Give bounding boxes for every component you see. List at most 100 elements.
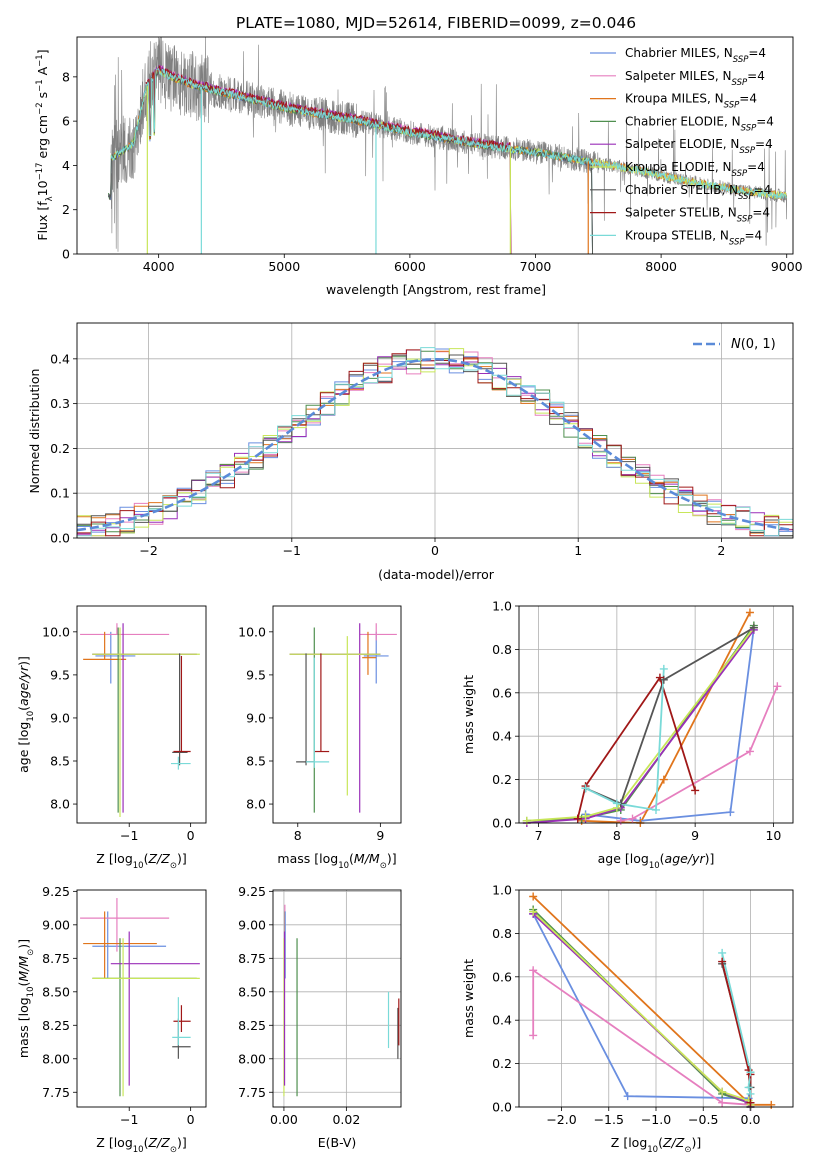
y-tick-label: 1.0 — [492, 883, 512, 898]
normal-curve — [77, 358, 791, 532]
y-tick-label: 9.25 — [42, 884, 70, 899]
y-tick-label: 7.75 — [42, 1085, 70, 1100]
y-axis-label: mass weight — [461, 675, 476, 754]
x-axis-label: Z [log10(Z/Z⊙)] — [96, 1135, 186, 1155]
weight-marker — [773, 682, 782, 691]
x-axis-label: E(B-V) — [318, 1135, 357, 1150]
x-tick-label: 1 — [574, 543, 582, 558]
legend-label: Salpeter ELODIE, NSSP=4 — [625, 137, 773, 156]
axes-frame — [518, 605, 794, 824]
chart-weight-vs-age: 7 8 9 10 0.0 0.2 0.4 0.6 0.8 1.0 age [log10(age/yr… — [461, 599, 794, 871]
model-spectrum-line — [110, 68, 787, 200]
y-tick-label: 0.8 — [492, 642, 512, 657]
axes-frame — [76, 605, 207, 824]
y-tick-label: 0 — [62, 247, 70, 262]
y-tick-label: 8.50 — [238, 984, 266, 999]
chart-age-vs-Z: −1 0 8.0 8.5 9.0 9.5 10.0 Z [log10(Z/Z⊙)] age [l… — [16, 605, 207, 871]
y-tick-label: 0.2 — [492, 772, 512, 787]
x-tick-label: 0 — [187, 1112, 195, 1127]
x-tick-label: −1 — [120, 828, 138, 843]
y-tick-label: 10.0 — [238, 624, 266, 639]
weight-marker — [745, 747, 754, 756]
weight-line — [532, 968, 751, 1106]
y-tick-label: 7.75 — [238, 1085, 266, 1100]
y-tick-label: 9.0 — [50, 710, 70, 725]
legend-label: Kroupa STELIB, NSSP=4 — [625, 228, 762, 247]
weight-marker — [718, 1087, 727, 1096]
y-tick-label: 8.0 — [246, 797, 266, 812]
y-tick-label: 0.0 — [492, 1100, 512, 1115]
y-tick-label: 0.4 — [492, 729, 512, 744]
weight-marker — [726, 808, 735, 817]
y-tick-label: 0.0 — [492, 816, 512, 831]
y-tick-label: 1.0 — [492, 599, 512, 614]
plot-area — [77, 347, 793, 537]
x-tick-label: −2.0 — [546, 1112, 576, 1127]
x-tick-label: 8 — [613, 828, 621, 843]
y-axis-label: mass weight — [461, 959, 476, 1038]
plot-area — [80, 898, 200, 1097]
weight-marker — [623, 1092, 632, 1101]
weight-marker — [573, 814, 582, 823]
weight-marker — [529, 892, 538, 901]
legend-label: Salpeter STELIB, NSSP=4 — [625, 206, 770, 225]
y-axis-label: age [log10(age/yr)] — [16, 656, 36, 773]
weight-line — [620, 685, 779, 822]
y-tick-label: 0.6 — [492, 969, 512, 984]
y-tick-label: 8 — [62, 69, 70, 84]
weight-marker — [529, 1031, 538, 1040]
weight-line — [585, 668, 665, 812]
y-tick-label: 8.25 — [238, 1018, 266, 1033]
weight-marker — [744, 1083, 753, 1092]
weight-marker — [718, 948, 727, 957]
y-tick-label: 8.25 — [42, 1018, 70, 1033]
x-axis-label: Z [log10(Z/Z⊙)] — [611, 1135, 701, 1155]
y-tick-label: 8.75 — [42, 951, 70, 966]
weight-line — [581, 612, 751, 823]
y-tick-label: 0.0 — [50, 531, 70, 546]
y-tick-label: 2 — [62, 202, 70, 217]
weight-line — [721, 952, 752, 1095]
x-axis-label: age [log10(age/yr)] — [598, 851, 715, 871]
y-tick-label: 8.00 — [42, 1051, 70, 1066]
y-tick-label: 10.0 — [42, 624, 70, 639]
legend-label: Chabrier MILES, NSSP=4 — [625, 46, 766, 65]
x-tick-label: 8 — [294, 828, 302, 843]
legend-label: Kroupa ELODIE, NSSP=4 — [625, 160, 765, 179]
x-axis-label: (data-model)/error — [378, 567, 495, 582]
x-tick-label: −0.5 — [688, 1112, 718, 1127]
y-tick-label: 9.00 — [42, 917, 70, 932]
x-axis-label: mass [log10(M/M⊙)] — [277, 851, 396, 871]
y-axis-label: mass [log10(M/M⊙)] — [16, 939, 36, 1058]
chart-weight-vs-Z: −2.0 −1.5 −1.0 −0.5 0.0 0.0 0.2 0.4 0.6 0.8 1.0 Z [… — [461, 883, 794, 1155]
plot-area — [107, 37, 787, 254]
y-tick-label: 0.3 — [50, 396, 70, 411]
figure-title: PLATE=1080, MJD=52614, FIBERID=0099, z=0… — [236, 14, 636, 32]
x-tick-label: 6000 — [394, 259, 426, 274]
plot-area — [526, 612, 779, 823]
weight-line — [526, 627, 755, 822]
x-tick-label: 4000 — [143, 259, 175, 274]
legend-label: N(0, 1) — [731, 337, 776, 352]
weight-marker — [691, 786, 700, 795]
plot-area — [289, 623, 397, 813]
x-axis-label: Z [log10(Z/Z⊙)] — [96, 851, 186, 871]
weight-marker — [746, 1098, 755, 1107]
x-axis-label: wavelength [Angstrom, rest frame] — [326, 282, 546, 297]
chart-spectrum: 4000 5000 6000 7000 8000 9000 0 2 4 6 8 wavelength … — [35, 36, 803, 297]
axes-frame — [518, 889, 794, 1108]
chart-residuals: −2 −1 0 1 2 0.0 0.1 0.2 0.3 0.4 (data-model)/error… — [27, 322, 794, 582]
legend: N(0, 1) — [693, 337, 776, 352]
weight-marker — [659, 775, 668, 784]
axes-frame — [76, 889, 207, 1108]
weight-marker — [652, 805, 660, 814]
weight-marker — [612, 799, 621, 808]
weight-marker — [616, 816, 625, 825]
x-tick-label: 0 — [187, 828, 195, 843]
x-tick-label: −1.0 — [641, 1112, 671, 1127]
y-tick-label: 0.6 — [492, 685, 512, 700]
x-tick-label: 0 — [431, 543, 439, 558]
plot-area — [80, 623, 200, 817]
weight-line — [576, 675, 696, 819]
